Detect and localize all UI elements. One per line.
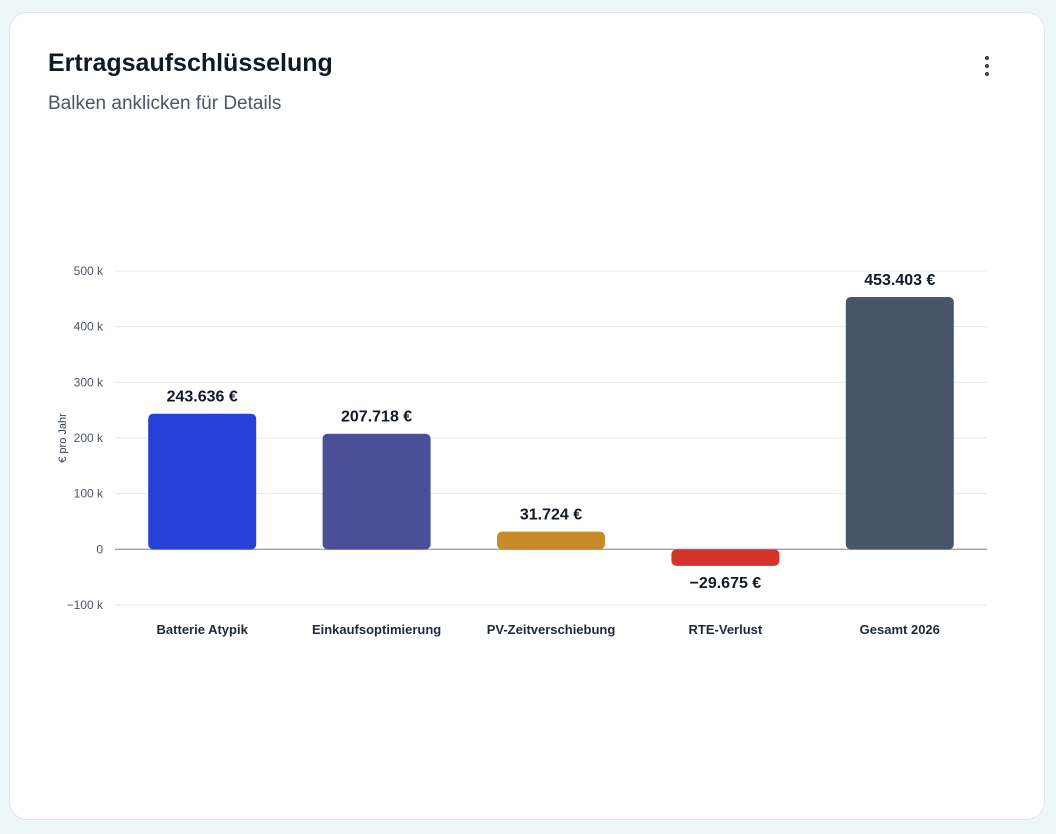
x-tick-label: RTE-Verlust	[689, 622, 763, 637]
bar[interactable]	[497, 531, 605, 550]
card-subtitle: Balken anklicken für Details	[48, 93, 282, 114]
bar-value-label: −29.675 €	[690, 575, 762, 592]
bar-value-label: 243.636 €	[167, 389, 238, 406]
y-tick-label: 200 k	[74, 431, 104, 445]
y-tick-label: 400 k	[74, 320, 104, 334]
more-vertical-icon	[985, 56, 989, 60]
bar-value-label: 453.403 €	[864, 272, 935, 289]
x-tick-label: Einkaufsoptimierung	[312, 622, 441, 637]
y-axis-label: € pro Jahr	[57, 413, 69, 463]
y-tick-label: 0	[96, 542, 103, 556]
bar-value-label: 207.718 €	[341, 409, 412, 426]
x-tick-label: Gesamt 2026	[860, 622, 940, 637]
bar-value-label: 31.724 €	[520, 507, 582, 524]
bar[interactable]	[671, 549, 780, 566]
more-vertical-icon-dot	[985, 64, 989, 68]
more-vertical-icon-dot	[985, 72, 989, 76]
bar[interactable]	[845, 296, 954, 550]
bar[interactable]	[148, 413, 257, 550]
card-title: Ertragsaufschlüsselung	[48, 49, 333, 77]
y-tick-label: 500 k	[74, 264, 104, 278]
y-tick-label: −100 k	[67, 598, 104, 612]
y-tick-label: 300 k	[74, 375, 104, 389]
y-tick-label: 100 k	[74, 487, 104, 501]
bar[interactable]	[322, 433, 431, 550]
x-tick-label: PV-Zeitverschiebung	[487, 622, 616, 637]
more-options-button[interactable]	[974, 49, 1000, 83]
x-tick-label: Batterie Atypik	[157, 622, 249, 637]
